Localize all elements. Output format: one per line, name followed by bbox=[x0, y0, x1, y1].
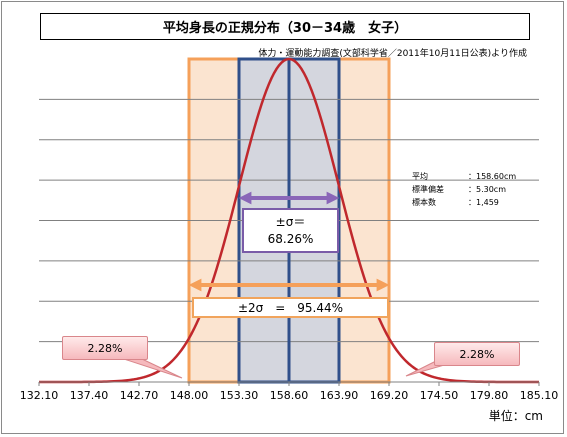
normal-curve bbox=[39, 57, 539, 384]
x-tick-label: 153.30 bbox=[220, 389, 259, 402]
chart-title: 平均身長の正規分布（30－34歳 女子） bbox=[40, 13, 530, 40]
x-tick-label: 174.50 bbox=[420, 389, 459, 402]
stat-label: 平均 bbox=[412, 172, 428, 181]
x-tick-label: 142.70 bbox=[120, 389, 159, 402]
x-tick-label: 137.40 bbox=[70, 389, 109, 402]
stat-label: 標準偏差 bbox=[412, 185, 444, 194]
sigma-label-box: ±σ＝ 68.26% bbox=[242, 208, 339, 253]
stat-label: 標本数 bbox=[412, 198, 436, 207]
x-tick-label: 132.10 bbox=[20, 389, 59, 402]
stat-row-sd: 標準偏差 ：5.30cm bbox=[412, 183, 516, 196]
x-tick-label: 158.60 bbox=[270, 389, 309, 402]
right-tail-callout: 2.28% bbox=[434, 342, 520, 366]
x-tick-label: 163.90 bbox=[320, 389, 359, 402]
x-tick-label: 169.20 bbox=[370, 389, 409, 402]
stat-row-mean: 平均 ：158.60cm bbox=[412, 170, 516, 183]
unit-label: 単位：cm bbox=[488, 409, 543, 423]
stat-row-n: 標本数 ：1,459 bbox=[412, 196, 516, 209]
chart-source: 体力・運動能力調査(文部科学省／2011年10月11日公表)より作成 bbox=[258, 49, 527, 59]
x-tick-label: 185.10 bbox=[520, 389, 559, 402]
x-tick-label: 179.80 bbox=[470, 389, 509, 402]
stats-block: 平均 ：158.60cm 標準偏差 ：5.30cm 標本数 ：1,459 bbox=[412, 170, 516, 209]
sigma-label-line2: 68.26% bbox=[267, 231, 314, 246]
stat-value: ：5.30cm bbox=[468, 185, 507, 194]
stat-value: ：1,459 bbox=[468, 198, 499, 207]
two-sigma-label-box: ±2σ = 95.44% bbox=[192, 297, 389, 318]
left-tail-callout: 2.28% bbox=[62, 336, 148, 360]
x-tick-label: 148.00 bbox=[170, 389, 209, 402]
sigma-label-line1: ±σ＝ bbox=[275, 214, 306, 229]
stat-value: ：158.60cm bbox=[468, 172, 517, 181]
